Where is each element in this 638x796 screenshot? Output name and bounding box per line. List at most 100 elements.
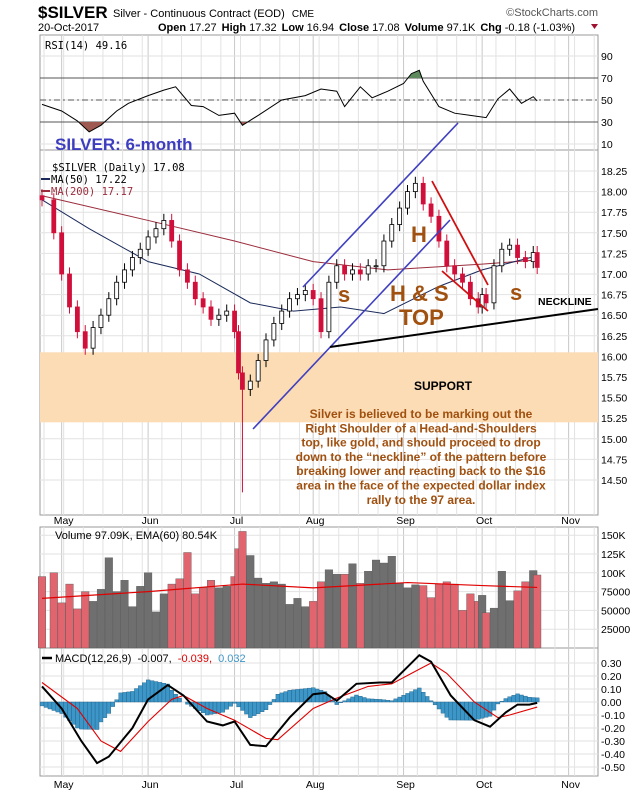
- volume-bar: [159, 593, 168, 649]
- pattern-label-line1: H & S: [390, 281, 449, 306]
- price-y-tick: 17.00: [601, 269, 627, 281]
- candle: [240, 372, 245, 390]
- x-tick-label-top: Jul: [230, 515, 243, 527]
- candle: [381, 240, 387, 267]
- macd-y-tick: -0.30: [601, 736, 625, 748]
- macd-histogram-bar: [244, 701, 249, 715]
- macd-histogram-bar: [381, 699, 387, 703]
- macd-histogram-bar: [366, 698, 371, 703]
- macd-histogram-bar: [519, 694, 524, 703]
- rsi-overbought-fill: [42, 70, 538, 78]
- candle: [161, 220, 167, 230]
- neckline-label: NECKLINE: [538, 296, 592, 308]
- channel-upper-line: [302, 122, 459, 288]
- volume-y-tick: 125K: [601, 549, 626, 561]
- macd-legend: MACD(12,26,9) -0.007, -0.039, 0.032: [55, 653, 246, 665]
- macd-signal-line: [41, 662, 538, 753]
- candle: [51, 199, 57, 234]
- quote-low-value: 16.94: [307, 22, 335, 34]
- price-y-tick: 16.25: [601, 331, 627, 343]
- candle: [373, 265, 379, 268]
- chart-annotation-title: SILVER: 6-month: [55, 135, 193, 154]
- candle: [129, 257, 135, 271]
- volume-bar: [521, 581, 530, 649]
- candle: [185, 269, 190, 283]
- candle: [460, 273, 465, 283]
- macd-y-tick: -0.40: [601, 749, 625, 761]
- quote-chg-value: -0.18 (-1.03%): [505, 22, 575, 34]
- candle: [452, 265, 458, 275]
- candle: [208, 306, 214, 320]
- commentary-line: area in the face of the expected dollar …: [296, 479, 546, 493]
- volume-bar: [144, 572, 153, 649]
- pattern-label-line2: TOP: [399, 305, 444, 330]
- volume-bar: [411, 584, 420, 649]
- price-y-tick: 14.75: [601, 454, 627, 466]
- candle: [59, 232, 65, 275]
- volume-bar: [277, 583, 286, 649]
- rsi-y-tick: 10: [601, 139, 613, 151]
- stockcharts-watermark: ©StockCharts.com: [506, 7, 598, 19]
- neckline: [329, 308, 599, 348]
- macd-histogram-bar: [428, 700, 434, 703]
- volume-bar: [285, 604, 294, 649]
- macd-histogram-bar: [228, 701, 233, 707]
- instrument-title: Silver - Continuous Contract (EOD) CME: [113, 8, 314, 20]
- macd-histogram-bar: [275, 694, 280, 703]
- macd-histogram-bar: [432, 701, 438, 706]
- x-tick-label-top: Jun: [142, 515, 159, 527]
- quote-high-value: 17.32: [249, 22, 277, 34]
- macd-histogram-bar: [75, 701, 80, 729]
- candle: [334, 265, 340, 283]
- volume-y-tick: 100K: [601, 568, 626, 580]
- x-tick-label: Nov: [561, 779, 580, 791]
- volume-bar: [104, 557, 113, 649]
- macd-histogram-bar: [248, 701, 253, 718]
- x-tick-label-top: Aug: [306, 515, 325, 527]
- rsi-line: [41, 69, 538, 133]
- volume-bar: [427, 597, 436, 649]
- candle: [67, 273, 72, 308]
- price-y-tick: 15.50: [601, 393, 627, 405]
- macd-histogram-bar: [358, 696, 363, 703]
- head-label: H: [411, 222, 427, 247]
- x-tick-label: Jun: [142, 779, 159, 791]
- price-y-tick: 14.50: [601, 475, 627, 487]
- macd-histogram-bar: [385, 700, 391, 703]
- macd-histogram-bar: [436, 701, 442, 710]
- price-y-tick: 15.25: [601, 413, 627, 425]
- candle: [350, 269, 355, 275]
- volume-bar: [293, 598, 302, 649]
- macd-y-tick: 0.10: [601, 684, 622, 696]
- candle: [153, 228, 159, 238]
- volume-bar: [309, 601, 318, 649]
- macd-histogram-bar: [291, 689, 296, 703]
- downtrend-upper-line: [431, 180, 489, 286]
- candle: [342, 265, 348, 275]
- volume-bar: [458, 610, 467, 649]
- volume-y-tick: 25000: [601, 624, 630, 636]
- candle: [169, 220, 175, 242]
- candle: [405, 191, 410, 209]
- macd-histogram-bar: [208, 701, 214, 715]
- macd-line: [41, 653, 538, 765]
- macd-legend-name: MACD(12,26,9): [55, 653, 131, 665]
- macd-histogram-bar: [256, 701, 261, 714]
- volume-bar: [317, 581, 326, 649]
- volume-bar: [419, 585, 428, 649]
- macd-histogram-bar: [440, 701, 446, 714]
- volume-y-tick: 150K: [601, 530, 626, 542]
- candle: [522, 257, 528, 263]
- macd-histogram-bar: [393, 698, 398, 703]
- quote-open-label: Open: [158, 22, 186, 34]
- candle: [420, 182, 426, 205]
- volume-bar: [403, 587, 412, 649]
- macd-histogram-bar: [142, 682, 147, 703]
- macd-histogram-bar: [342, 700, 347, 703]
- candle: [263, 339, 269, 361]
- quote-close-value: 17.08: [372, 22, 400, 34]
- rsi-y-tick: 90: [601, 51, 613, 63]
- candle: [145, 236, 151, 250]
- macd-histogram-bar: [523, 695, 528, 703]
